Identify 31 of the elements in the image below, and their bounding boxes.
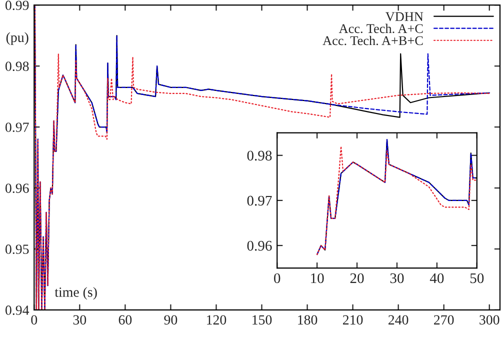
x-tick-label: 150 — [252, 315, 272, 325]
legend-label: Acc. Tech. A+C — [338, 24, 423, 34]
y-tick-label: 0.97 — [247, 196, 272, 206]
x-tick-label: 180 — [298, 315, 318, 325]
x-tick-label: 0 — [31, 315, 38, 325]
x-tick-label: 300 — [480, 315, 500, 325]
x-tick-label: 30 — [390, 273, 404, 284]
x-tick-label: 210 — [342, 315, 363, 325]
y-tick-label: 0.94 — [6, 306, 30, 315]
x-axis-title: time (s) — [54, 287, 97, 300]
x-tick-label: 30 — [73, 315, 86, 325]
x-tick-label: 240 — [388, 315, 408, 325]
y-tick-label: 0.98 — [247, 150, 272, 161]
legend-label: VDHN — [385, 12, 424, 22]
x-tick-label: 90 — [164, 315, 178, 325]
y-tick-label: 0.95 — [6, 244, 29, 254]
y-tick-label: 0.98 — [6, 62, 29, 72]
x-tick-label: 40 — [430, 273, 444, 284]
y-tick-label: 0.96 — [6, 184, 29, 194]
x-tick-label: 270 — [434, 315, 454, 325]
legend-label: Acc. Tech. A+B+C — [322, 36, 423, 46]
x-tick-label: 50 — [470, 273, 484, 284]
x-tick-label: 60 — [118, 315, 132, 325]
x-tick-label: 10 — [311, 273, 324, 284]
y-tick-label: 0.99 — [6, 0, 29, 10]
y-tick-label: 0.97 — [6, 122, 29, 132]
x-tick-label: 20 — [350, 273, 364, 284]
y-tick-label: 0.96 — [247, 240, 272, 251]
y-axis-title: (pu) — [6, 32, 28, 45]
x-tick-label: 0 — [274, 273, 280, 284]
x-tick-label: 120 — [207, 315, 226, 325]
